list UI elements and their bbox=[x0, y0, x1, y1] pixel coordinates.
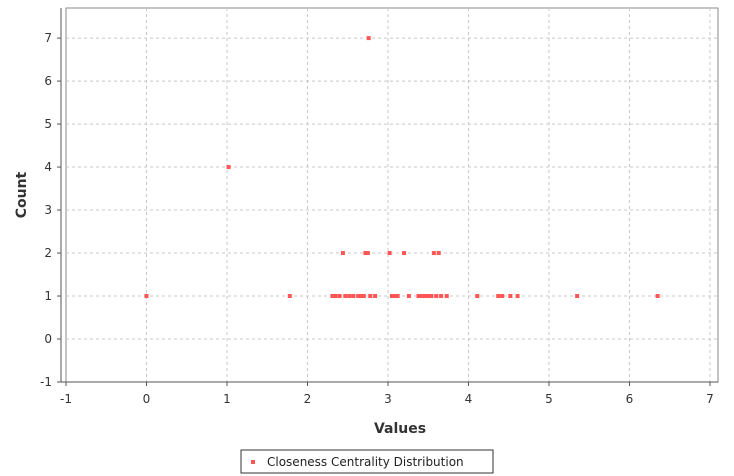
data-point bbox=[359, 294, 364, 299]
data-point bbox=[496, 294, 501, 299]
legend-box bbox=[240, 449, 494, 474]
data-point bbox=[363, 251, 368, 256]
data-point bbox=[333, 294, 338, 299]
y-tick-label: 2 bbox=[44, 246, 52, 260]
data-point bbox=[343, 294, 348, 299]
data-point bbox=[444, 294, 449, 299]
data-point bbox=[406, 294, 411, 299]
data-point bbox=[434, 294, 439, 299]
data-point bbox=[395, 294, 400, 299]
y-axis-label: Count bbox=[14, 171, 30, 218]
y-tick-label: 5 bbox=[44, 117, 52, 131]
data-point bbox=[226, 165, 231, 170]
grid bbox=[66, 8, 718, 382]
data-point bbox=[373, 294, 378, 299]
data-point bbox=[439, 294, 444, 299]
x-axis-label: Values bbox=[374, 421, 426, 437]
x-tick-label: 5 bbox=[545, 392, 553, 406]
data-point bbox=[575, 294, 580, 299]
data-point bbox=[393, 294, 398, 299]
x-tick-label: 6 bbox=[626, 392, 634, 406]
data-point bbox=[337, 294, 342, 299]
data-point bbox=[366, 36, 371, 41]
data-point bbox=[347, 294, 352, 299]
y-tick-label: -1 bbox=[40, 375, 52, 389]
data-point bbox=[500, 294, 505, 299]
data-point bbox=[515, 294, 520, 299]
x-tick-label: 3 bbox=[384, 392, 392, 406]
legend-label: Closeness Centrality Distribution bbox=[267, 455, 464, 469]
data-point bbox=[351, 294, 356, 299]
data-point bbox=[508, 294, 513, 299]
data-point bbox=[356, 294, 361, 299]
y-tick-label: 4 bbox=[44, 160, 52, 174]
x-tick-label: 0 bbox=[143, 392, 151, 406]
data-point bbox=[368, 294, 373, 299]
x-tick-label: 2 bbox=[304, 392, 312, 406]
legend-marker bbox=[251, 460, 255, 464]
y-tick-label: 3 bbox=[44, 203, 52, 217]
data-point bbox=[361, 294, 366, 299]
tick-labels: -1 0 1 2 3 4 5 6 7 -1 0 1 2 3 4 5 6 7 bbox=[40, 31, 714, 406]
data-point bbox=[429, 294, 434, 299]
y-tick-label: 1 bbox=[44, 289, 52, 303]
y-tick-label: 0 bbox=[44, 332, 52, 346]
data-point bbox=[387, 251, 392, 256]
data-point bbox=[475, 294, 480, 299]
data-point bbox=[390, 294, 394, 299]
x-tick-label: 4 bbox=[465, 392, 473, 406]
data-point bbox=[426, 294, 431, 299]
data-point bbox=[655, 294, 660, 299]
data-point bbox=[402, 251, 407, 256]
x-tick-label: 1 bbox=[223, 392, 231, 406]
legend: Closeness Centrality Distribution bbox=[240, 449, 494, 474]
data-point bbox=[287, 294, 292, 299]
data-point bbox=[431, 251, 436, 256]
y-tick-label: 7 bbox=[44, 31, 52, 45]
data-point bbox=[416, 294, 421, 299]
data-point bbox=[330, 294, 335, 299]
plot-area bbox=[65, 7, 719, 383]
data-point bbox=[423, 294, 428, 299]
axes bbox=[57, 8, 718, 386]
data-points bbox=[144, 36, 660, 299]
data-point bbox=[144, 294, 149, 299]
data-point bbox=[365, 251, 370, 256]
y-tick-label: 6 bbox=[44, 74, 52, 88]
data-point bbox=[419, 294, 424, 299]
data-point bbox=[436, 251, 441, 256]
data-point bbox=[340, 251, 345, 256]
x-tick-label: -1 bbox=[60, 392, 72, 406]
x-tick-label: 7 bbox=[706, 392, 714, 406]
